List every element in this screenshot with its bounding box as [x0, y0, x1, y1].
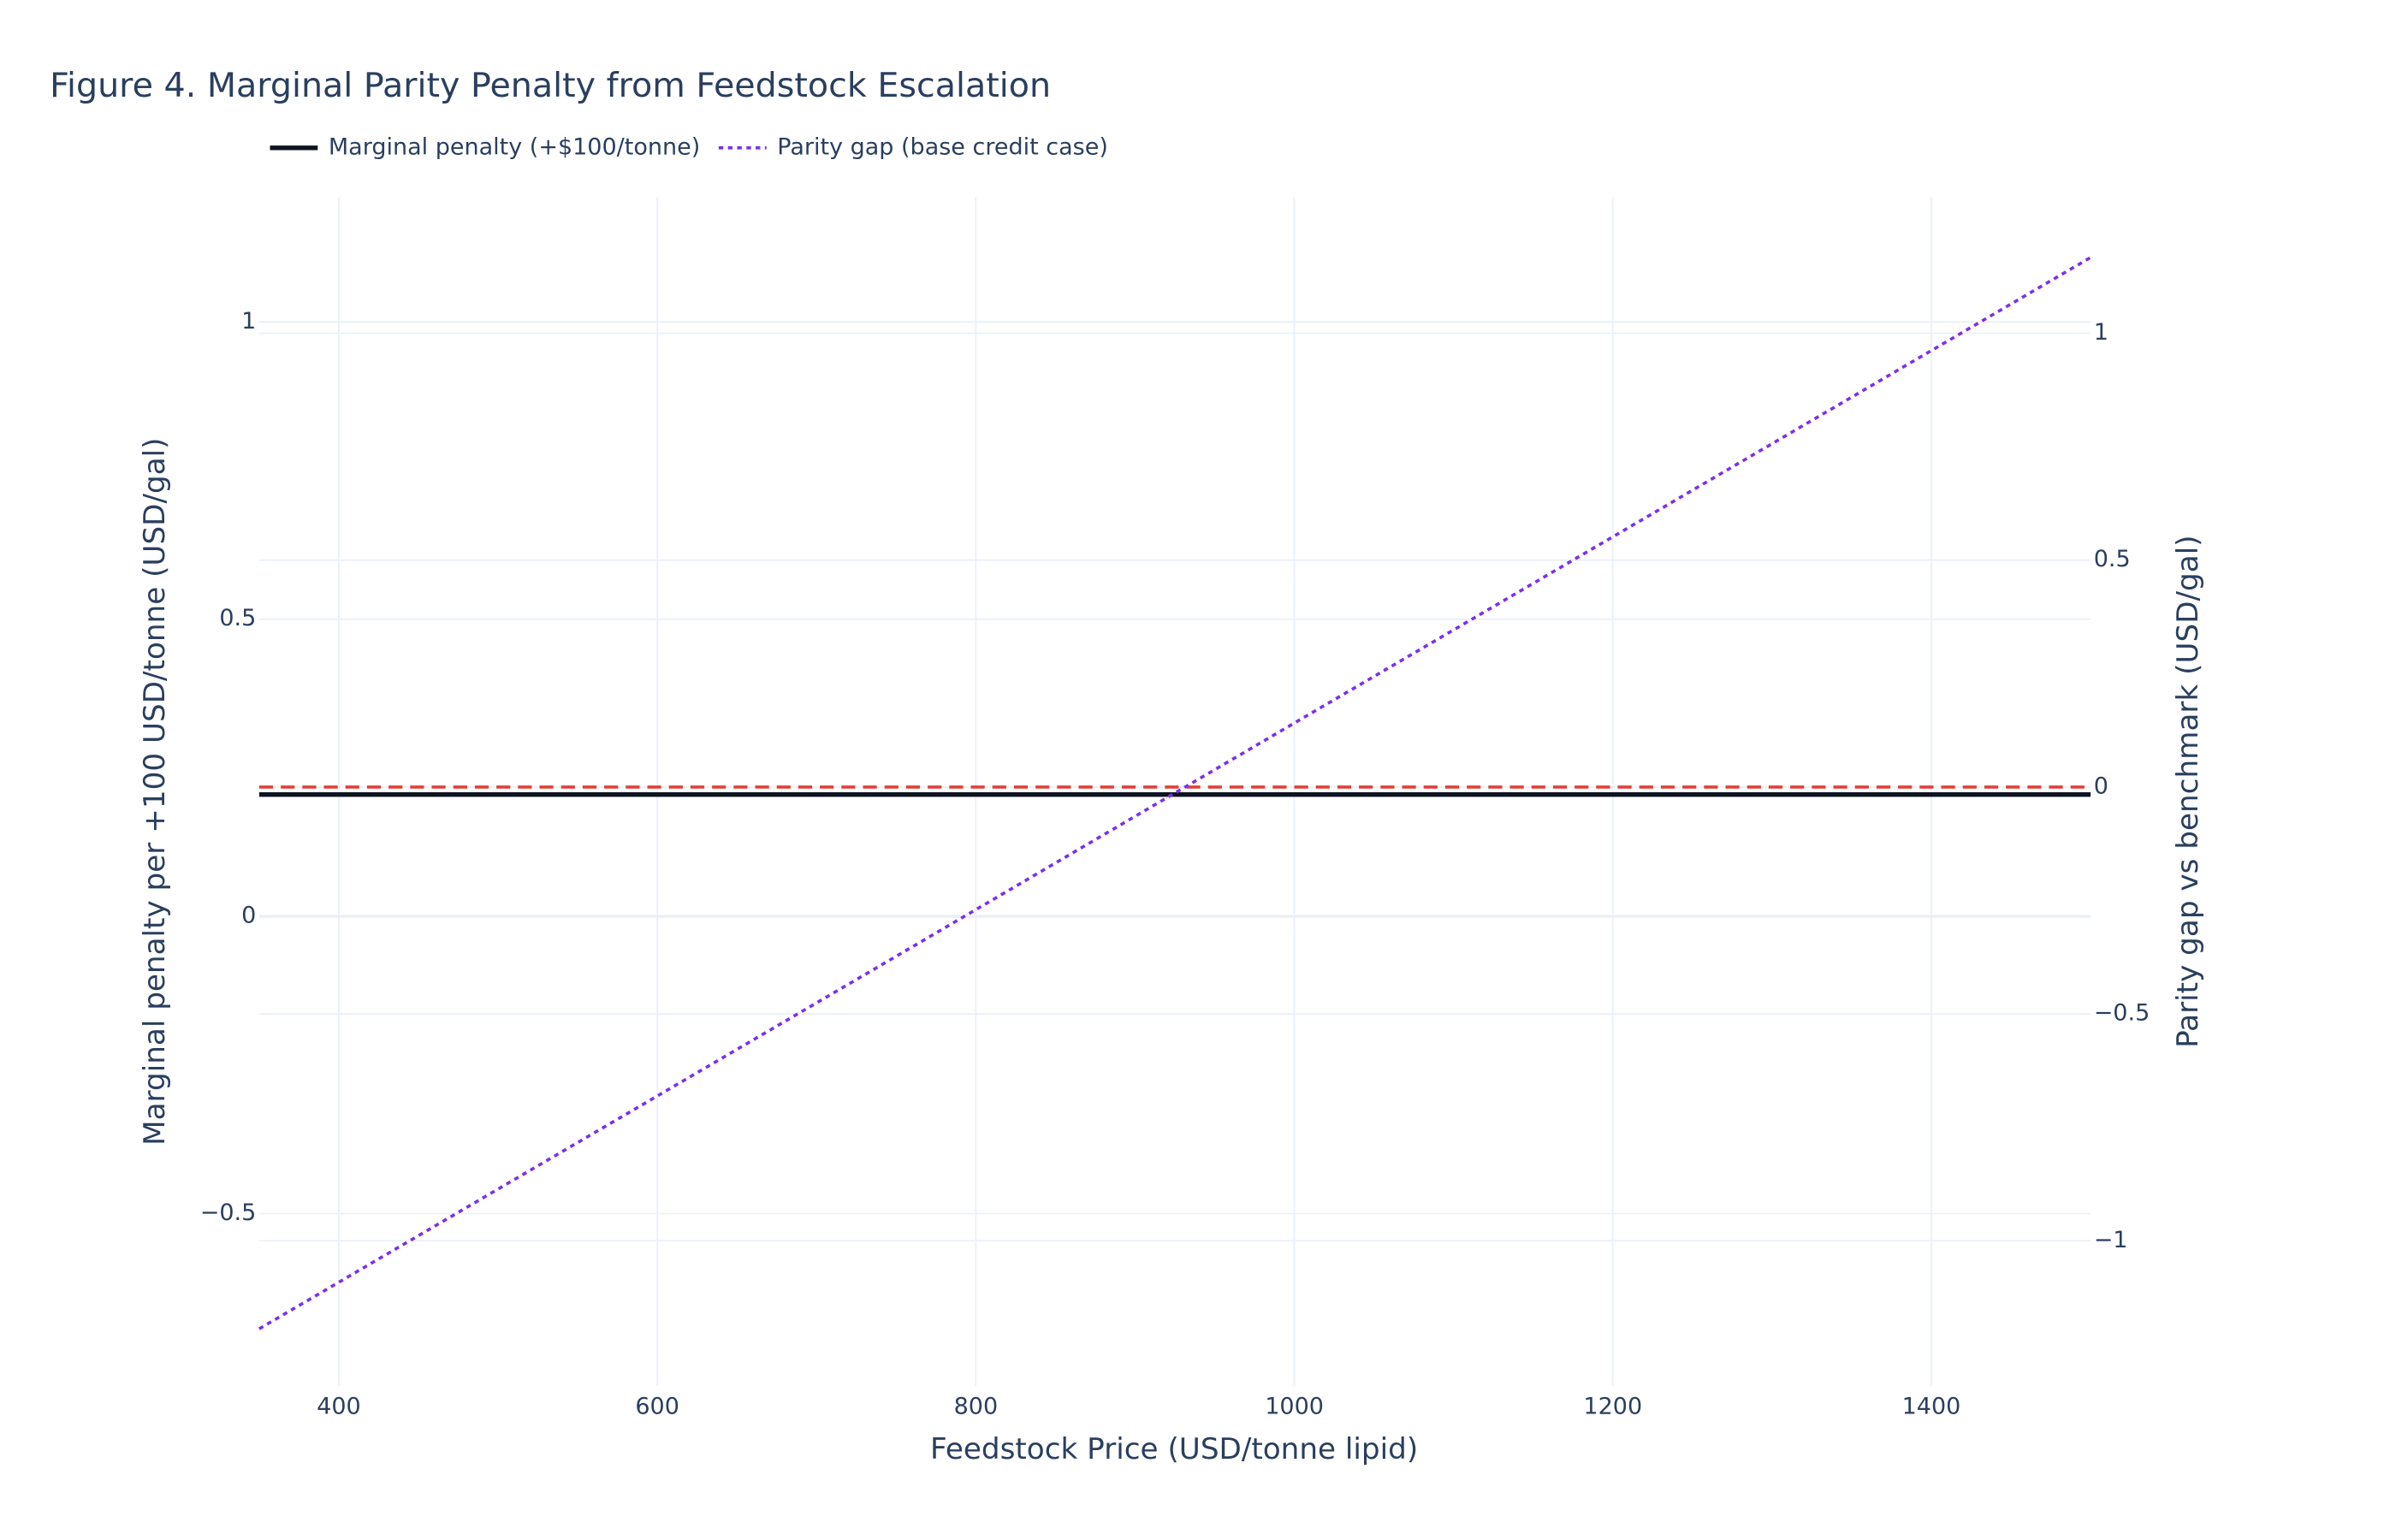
x-tick-label: 400 [317, 1394, 361, 1420]
y2-tick-label: 1 [2094, 319, 2108, 346]
x-tick-label: 1000 [1265, 1394, 1324, 1420]
legend-label: Parity gap (base credit case) [777, 133, 1108, 160]
y-axis-title: Marginal penalty per +100 USD/tonne (USD… [138, 438, 172, 1146]
x-tick-label: 1400 [1902, 1394, 1961, 1420]
line [258, 256, 2092, 1330]
y-tick-label: 0.5 [219, 605, 256, 631]
y2-tick-label: 0 [2094, 773, 2108, 799]
legend-label: Marginal penalty (+$100/tonne) [329, 133, 700, 160]
y2-tick-label: 0.5 [2094, 546, 2131, 572]
y-tick-label: 0 [241, 903, 256, 929]
y-tick-label: −0.5 [200, 1199, 257, 1226]
y-tick-label: 1 [241, 308, 256, 335]
x-axis-title: Feedstock Price (USD/tonne lipid) [930, 1432, 1418, 1466]
y2-tick-label: −1 [2094, 1227, 2128, 1253]
x-tick-label: 600 [635, 1394, 679, 1420]
x-tick-label: 1200 [1583, 1394, 1642, 1420]
x-tick-label: 800 [954, 1394, 999, 1420]
y2-axis-title: Parity gap vs benchmark (USD/gal) [2171, 535, 2205, 1047]
y2-tick-label: −0.5 [2094, 1000, 2150, 1027]
chart-title: Figure 4. Marginal Parity Penalty from F… [50, 66, 1051, 105]
